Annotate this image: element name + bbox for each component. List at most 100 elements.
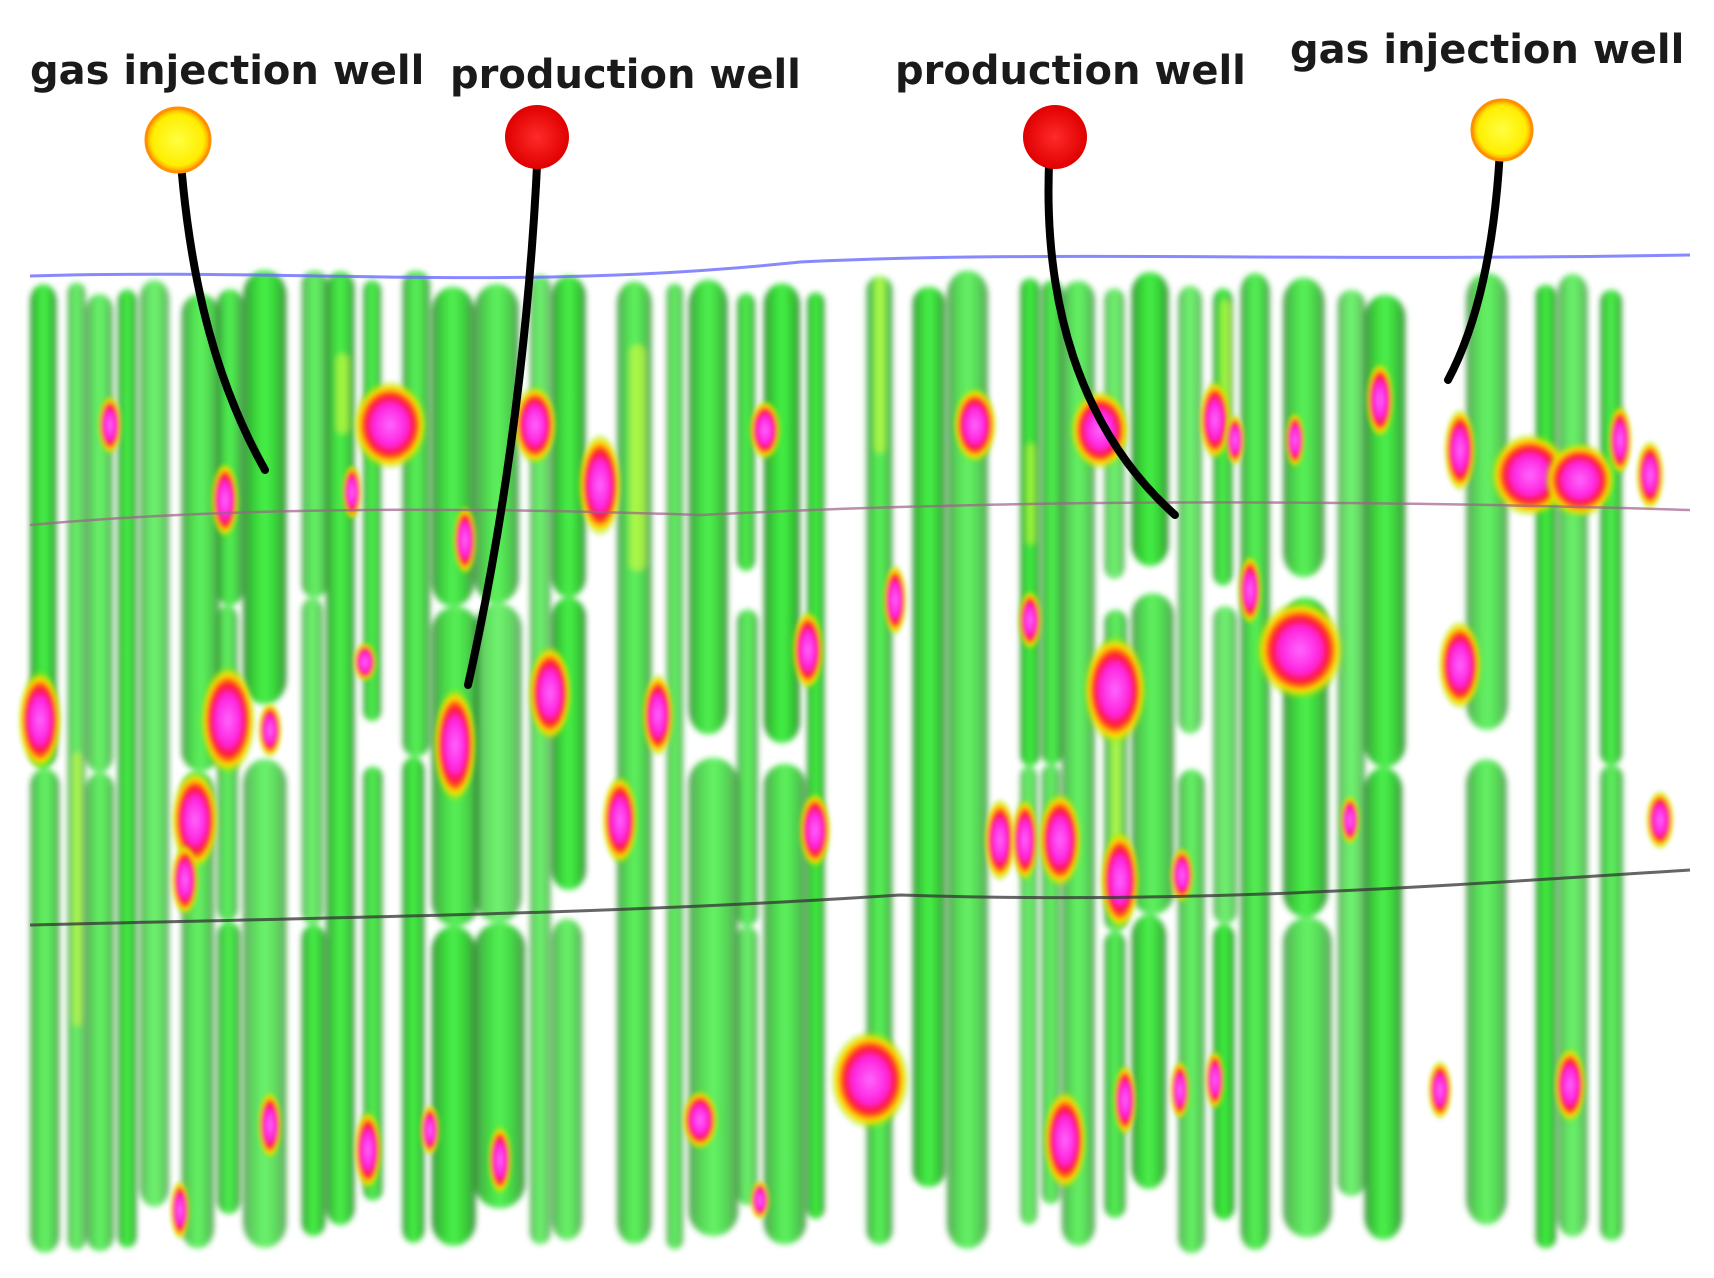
- reservoir-stripe: [242, 759, 287, 1248]
- reservoir-stripe: [736, 609, 758, 926]
- gas-injection-well-1-marker: [144, 106, 212, 174]
- reservoir-hotspot: [1554, 1047, 1586, 1123]
- reservoir-hotspot: [342, 464, 362, 520]
- reservoir-hotspot: [883, 564, 907, 636]
- reservoir-hotspot: [1636, 440, 1664, 510]
- reservoir-hotspot: [749, 400, 781, 460]
- reservoir-hotspot: [1038, 792, 1082, 888]
- reservoir-stripe: [474, 922, 526, 1209]
- reservoir-stripe: [1061, 280, 1095, 1246]
- reservoir-hotspot: [258, 1091, 282, 1159]
- reservoir-hotspot: [830, 1030, 910, 1130]
- reservoir-hotspot: [1170, 1060, 1190, 1120]
- reservoir-hotspot: [211, 462, 239, 538]
- reservoir-highlight: [73, 752, 81, 1026]
- reservoir-stripe: [1600, 289, 1623, 766]
- reservoir-property-section: [18, 270, 1674, 1254]
- reservoir-stripe: [763, 763, 807, 1245]
- reservoir-hotspot: [1544, 442, 1616, 518]
- reservoir-stripe: [736, 293, 756, 572]
- reservoir-hotspot: [352, 380, 428, 470]
- reservoir-hotspot: [602, 775, 638, 865]
- reservoir-hotspot: [1608, 405, 1632, 475]
- reservoir-stripe: [139, 280, 170, 1207]
- reservoir-hotspot: [420, 1104, 440, 1156]
- reservoir-stripe: [1466, 759, 1507, 1225]
- reservoir-hotspot: [1043, 1090, 1087, 1190]
- production-well-2-marker: [1023, 105, 1087, 169]
- reservoir-stripe: [1178, 769, 1205, 1254]
- reservoir-stripe: [551, 597, 586, 890]
- gas-injection-well-1-label: gas injection well: [30, 48, 424, 94]
- reservoir-highlight: [629, 345, 645, 571]
- reservoir-hotspot: [453, 505, 477, 575]
- reservoir-stripe: [363, 766, 383, 1201]
- well-markers: [144, 98, 1534, 174]
- reservoir-stripe: [402, 756, 425, 1243]
- reservoir-hotspot: [513, 385, 557, 465]
- reservoir-stripe: [85, 293, 113, 773]
- reservoir-hotspots: [18, 362, 1674, 1240]
- reservoir-stripe: [1041, 280, 1063, 765]
- reservoir-stripe: [301, 597, 323, 925]
- reservoir-stripe: [1364, 767, 1403, 1240]
- reservoir-stripe: [301, 270, 328, 598]
- reservoir-hotspot: [1238, 555, 1262, 625]
- reservoir-hotspot: [1428, 1060, 1452, 1120]
- reservoir-stripe: [551, 918, 583, 1241]
- reservoir-hotspot: [1205, 1050, 1225, 1110]
- reservoir-hotspot: [258, 702, 282, 758]
- reservoir-hotspot: [171, 844, 199, 916]
- reservoir-hotspot: [354, 1110, 382, 1190]
- production-well-2-label: production well: [895, 48, 1246, 94]
- reservoir-stripe: [181, 293, 220, 772]
- reservoir-stripe: [807, 292, 825, 1219]
- production-well-1-trajectory: [464, 141, 542, 689]
- reservoir-hotspot: [1340, 795, 1360, 845]
- reservoir-hotspot: [1113, 1064, 1137, 1136]
- reservoir-hotspot: [353, 642, 377, 682]
- reservoir-hotspot: [528, 645, 572, 741]
- reservoir-hotspot: [984, 798, 1016, 882]
- well-trajectories: [176, 141, 1504, 689]
- reservoir-hotspot: [1438, 620, 1482, 710]
- reservoir-stripe: [946, 270, 989, 1249]
- reservoir-stripe: [1178, 285, 1203, 734]
- reservoir-stripe: [688, 279, 728, 735]
- reservoir-hotspot: [799, 792, 831, 868]
- reservoir-stripe: [1600, 765, 1623, 1241]
- reservoir-stripe: [301, 924, 326, 1237]
- reservoir-stripe: [1213, 606, 1237, 925]
- reservoir-hotspot: [1083, 635, 1147, 745]
- gas-injection-well-2-label: gas injection well: [1290, 27, 1684, 73]
- reservoir-hotspot: [1444, 408, 1476, 492]
- reservoir-stripe: [431, 926, 476, 1246]
- reservoir-stripe: [736, 926, 758, 1206]
- reservoir-stripe: [30, 284, 57, 769]
- gas-injection-well-1-trajectory: [176, 146, 269, 474]
- gas-injection-well-2-trajectory: [1444, 146, 1504, 384]
- reservoir-stripe: [1466, 272, 1508, 730]
- reservoir-hotspot: [953, 387, 997, 463]
- reservoir-hotspot: [18, 670, 62, 770]
- reservoir-hotspot: [578, 433, 622, 537]
- production-well-1-marker: [505, 105, 569, 169]
- reservoir-hotspot: [1225, 414, 1245, 466]
- reservoir-stripe: [117, 289, 137, 1248]
- reservoir-hotspot: [488, 1125, 512, 1195]
- reservoir-stripe: [529, 275, 551, 1245]
- reservoir-hotspot: [1199, 380, 1231, 460]
- reservoir-hotspot: [750, 1180, 770, 1220]
- middle-horizon-line: [29, 501, 1691, 527]
- reservoir-stripe: [402, 270, 431, 757]
- reservoir-stripe: [1104, 931, 1126, 1219]
- reservoir-stripe: [666, 283, 684, 1250]
- reservoir-stripe: [1535, 284, 1557, 1249]
- reservoir-stripe: [866, 276, 893, 1245]
- reservoir-stripe: [1240, 273, 1270, 1250]
- reservoir-stripe: [551, 275, 586, 598]
- well-labels: gas injection well production well produ…: [30, 27, 1684, 98]
- reservoir-stripe: [1337, 289, 1366, 1197]
- reservoir-hotspot: [433, 687, 477, 803]
